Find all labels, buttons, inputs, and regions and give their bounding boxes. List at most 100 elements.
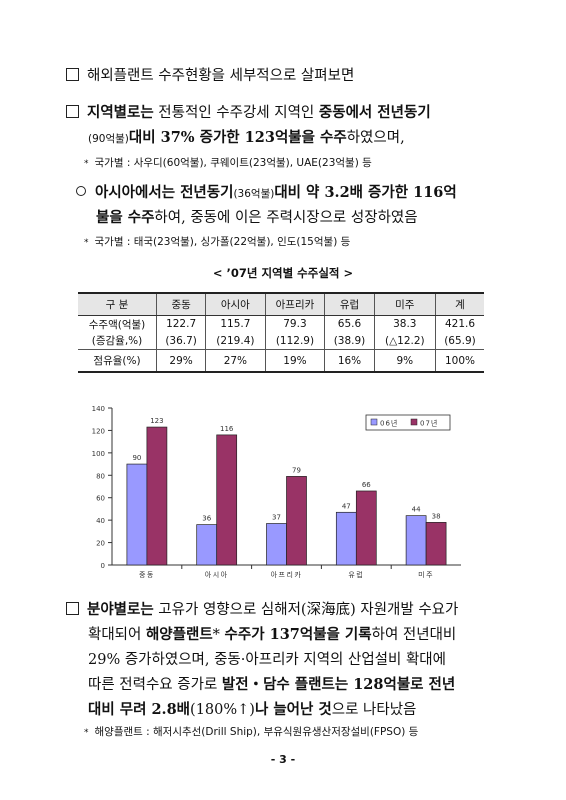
field-text1: 고유가 영향으로 심해저(深海底) 자원개발 수요가	[153, 602, 459, 618]
intro-text: 해외플랜트 수주현황을 세부적으로 살펴보면	[87, 68, 355, 84]
bar	[146, 426, 168, 566]
region-note: * 국가별 : 사우디(60억불), 쿠웨이트(23억불), UAE(23억불) …	[84, 155, 372, 170]
bar	[335, 511, 357, 566]
region-text1: 전통적인 수주강세 지역인	[153, 105, 319, 121]
table-cell: 29%	[155, 349, 207, 373]
table-row: (증감율,%) (36.7) (219.4) (112.9) (38.9) (△…	[78, 332, 484, 350]
field-text2a: 확대되어	[88, 627, 146, 643]
table-cell: (65.9)	[435, 332, 484, 350]
bar-value-label: 79	[292, 466, 301, 474]
table-row-label: 수주액(억불)	[78, 315, 157, 332]
field-bold5a: 대비 무려 2.8배	[88, 701, 191, 718]
table-header-cell: 아시아	[205, 292, 266, 316]
bar-value-label: 123	[150, 417, 163, 425]
table-cell: (38.9)	[324, 332, 375, 350]
asterisk-icon: *	[84, 159, 89, 169]
table-cell: (△12.2)	[373, 332, 437, 350]
field-bold2: 해양플랜트	[145, 626, 213, 643]
legend-swatch	[370, 418, 378, 426]
asia-note-text: 국가별 : 태국(23억불), 싱가폴(22억불), 인도(15억불) 등	[94, 236, 351, 248]
asia-paragraph-line1: 아시아에서는 전년동기(36억불)대비 약 3.2배 증가한 116억	[76, 181, 457, 202]
table-header-cell: 유럽	[324, 292, 375, 316]
field-text4a: 따른 전력수요 증가로	[88, 677, 222, 693]
legend-box	[365, 414, 451, 431]
field-lead: 분야별로는	[87, 601, 154, 618]
table-cell: 27%	[205, 349, 266, 373]
asia-bold1: 아시아에서는 전년동기	[95, 184, 234, 201]
y-tick-label: 100	[92, 450, 105, 458]
asia-bold3: 불을 수주	[96, 209, 155, 226]
region-lead: 지역별로는	[87, 104, 154, 121]
asia-prev-amount: (36억불)	[233, 188, 275, 200]
table-cell: 115.7	[205, 315, 266, 332]
region-text2: 하였으며,	[346, 130, 405, 146]
table-cell: 9%	[373, 349, 437, 373]
bar	[126, 463, 148, 566]
asia-note: * 국가별 : 태국(23억불), 싱가폴(22억불), 인도(15억불) 등	[84, 234, 350, 249]
region-note-text: 국가별 : 사우디(60억불), 쿠웨이트(23억불), UAE(23억불) 등	[94, 157, 372, 169]
region-paragraph-line2: (90억불)대비 37% 증가한 123억불을 수주하였으며,	[88, 126, 405, 147]
checkbox-square-icon	[66, 602, 79, 615]
table-header-cell: 구 분	[78, 292, 157, 316]
region-bold1: 중동에서 전년동기	[318, 104, 431, 121]
bar-value-label: 37	[272, 514, 281, 522]
bar	[425, 522, 447, 566]
asia-text3: 하여, 중동에 이은 주력시장으로 성장하였음	[154, 210, 418, 226]
bar	[266, 523, 287, 566]
field-text2b: *	[212, 627, 225, 643]
bar	[286, 476, 307, 566]
field-bold5b: 나 늘어난 것	[254, 701, 332, 718]
bar-value-label: 38	[432, 512, 441, 520]
field-bold4: 발전‧담수 플랜트는 128억불로 전년	[221, 676, 456, 693]
region-paragraph-line1: 지역별로는 전통적인 수주강세 지역인 중동에서 전년동기	[66, 101, 431, 122]
table-title: < ’07년 지역별 수주실적 >	[212, 266, 354, 280]
field-note-text: 해양플랜트 : 해저시추선(Drill Ship), 부유식원유생산저장설비(F…	[94, 726, 419, 738]
legend-label: 07년	[420, 419, 438, 428]
circle-bullet-icon	[76, 186, 86, 196]
table-header-cell: 중동	[155, 292, 207, 316]
y-tick-label: 80	[96, 472, 105, 480]
field-text3: 29% 증가하였으며, 중동·아프리카 지역의 산업설비 확대에	[88, 652, 446, 668]
bar-value-label: 90	[132, 454, 141, 462]
table-row-label: (증감율,%)	[78, 332, 157, 350]
bar-value-label: 66	[362, 481, 371, 489]
region-orders-table: 구 분 중동 아시아 아프리카 유럽 미주 계 수주액(억불) 122.7 11…	[78, 292, 484, 373]
bar	[196, 524, 218, 566]
field-paragraph-line4: 따른 전력수요 증가로 발전‧담수 플랜트는 128억불로 전년	[88, 673, 455, 694]
bar-value-label: 36	[202, 515, 211, 523]
y-tick-label: 120	[92, 427, 105, 435]
table-cell: (112.9)	[264, 332, 326, 350]
bar	[355, 490, 377, 566]
region-prev-amount: (90억불)	[88, 133, 129, 145]
asia-paragraph-line2: 불을 수주하여, 중동에 이은 주력시장으로 성장하였음	[96, 206, 418, 227]
page-number: - 3 -	[270, 753, 296, 766]
table-cell: 100%	[435, 349, 484, 373]
field-text5c: 으로 나타났음	[331, 702, 417, 718]
checkbox-square-icon	[66, 68, 79, 81]
bar	[216, 434, 238, 566]
table-cell: 38.3	[373, 315, 437, 332]
y-tick-label: 40	[96, 517, 105, 525]
y-tick-label: 140	[92, 405, 105, 413]
asterisk-icon: *	[84, 728, 89, 738]
bar	[405, 515, 427, 566]
table-row: 점유율(%) 29% 27% 19% 16% 9% 100%	[78, 349, 484, 373]
field-paragraph-line1: 분야별로는 고유가 영향으로 심해저(深海底) 자원개발 수요가	[66, 598, 458, 619]
table-cell: 79.3	[264, 315, 326, 332]
table-row: 수주액(억불) 122.7 115.7 79.3 65.6 38.3 421.6	[78, 315, 484, 332]
legend-label: 06년	[380, 419, 398, 428]
table-cell: 16%	[324, 349, 375, 373]
table-cell: (36.7)	[155, 332, 207, 350]
table-header-cell: 미주	[373, 292, 437, 316]
table-cell: 65.6	[324, 315, 375, 332]
table-header-row: 구 분 중동 아시아 아프리카 유럽 미주 계	[78, 292, 484, 316]
field-bold2c: 수주가 137억불을 기록	[224, 626, 372, 643]
field-text2d: 하여 전년대비	[371, 627, 457, 643]
x-category-label: 유럽	[348, 570, 364, 579]
asia-bold2: 대비 약 3.2배 증가한 116억	[274, 184, 457, 201]
bar-value-label: 47	[342, 502, 351, 510]
field-note: * 해양플랜트 : 해저시추선(Drill Ship), 부유식원유생산저장설비(…	[84, 724, 418, 739]
checkbox-square-icon	[66, 105, 79, 118]
field-paragraph-line5: 대비 무려 2.8배(180%↑)나 늘어난 것으로 나타났음	[88, 698, 416, 719]
table-header-cell: 아프리카	[264, 292, 326, 316]
